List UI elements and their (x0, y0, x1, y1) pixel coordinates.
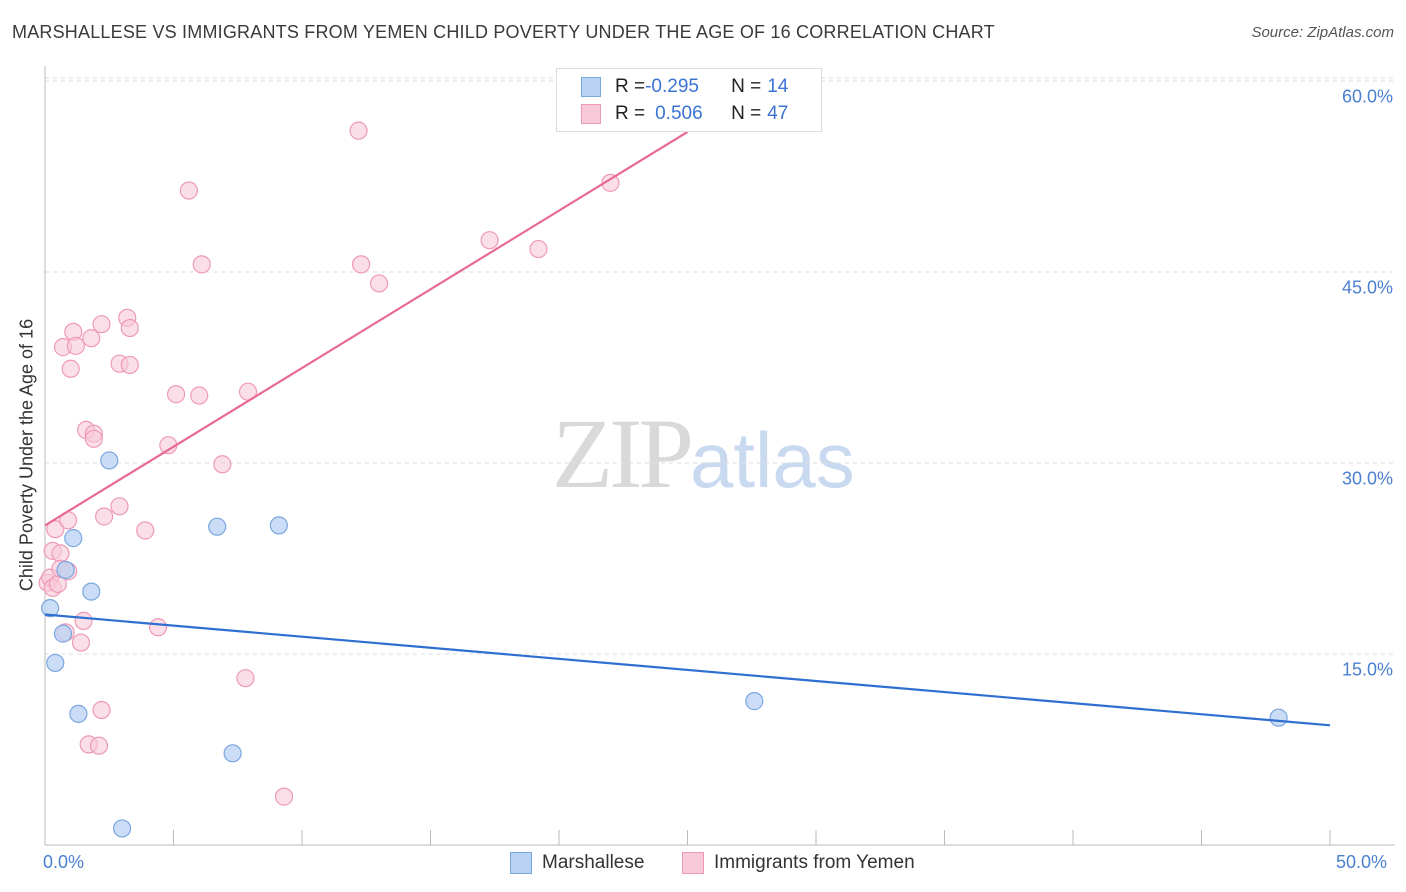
yemen-point (92, 315, 111, 334)
yemen-point (148, 618, 168, 637)
legend-swatch-blue (510, 852, 532, 874)
legend-row-yemen: R = 0.506 N = 47 (581, 102, 788, 126)
y-tick-label: 60.0% (1341, 86, 1393, 107)
yemen-point (89, 736, 109, 755)
legend-n-label: N = (731, 103, 762, 124)
marshallese-point (46, 653, 65, 673)
legend-n-value: 47 (767, 103, 789, 124)
marshallese-point (745, 692, 764, 711)
yemen-point (349, 121, 368, 140)
marshallese-point (64, 529, 83, 548)
yemen-trend-line (44, 130, 689, 527)
watermark-zip: ZIP (552, 398, 694, 509)
yemen-point (51, 544, 70, 563)
legend-n-value: 14 (767, 76, 789, 97)
yemen-point (120, 318, 139, 338)
gridlines (45, 77, 1395, 655)
x-tick-label: 0.0% (43, 852, 85, 872)
legend-r-value: 0.506 (655, 103, 703, 124)
y-axis-label: Child Poverty Under the Age of 16 (16, 318, 37, 592)
marshallese-point (82, 582, 101, 601)
yemen-point (480, 231, 499, 250)
marshallese-trend-line (44, 613, 1331, 727)
yemen-point (179, 181, 199, 200)
marshallese-point (41, 599, 60, 618)
legend-label: Marshallese (542, 852, 645, 873)
legend-item-yemen: Immigrants from Yemen (682, 852, 915, 874)
yemen-point (166, 385, 186, 404)
marshallese-point (100, 451, 119, 470)
marshallese-point (69, 704, 88, 723)
legend-label: Immigrants from Yemen (714, 852, 915, 873)
legend-swatch-blue (581, 77, 601, 97)
chart-title: MARSHALLESE VS IMMIGRANTS FROM YEMEN CHI… (12, 22, 995, 42)
marshallese-point (56, 560, 75, 580)
yemen-point (236, 669, 255, 688)
series-marshallese-points (41, 451, 1288, 838)
marshallese-point (1269, 708, 1288, 727)
legend-swatch-pink (682, 852, 704, 874)
yemen-point (190, 386, 209, 405)
trend-lines (44, 130, 1331, 727)
marshallese-point (53, 624, 73, 643)
source-label: Source: ZipAtlas.com (1251, 24, 1394, 41)
y-tick-label: 30.0% (1341, 468, 1393, 489)
stats-legend: R = -0.295 N = 14 R = 0.506 N = 47 (556, 68, 822, 132)
yemen-point (110, 497, 129, 516)
yemen-point (274, 787, 294, 806)
legend-item-marshallese: Marshallese (510, 852, 644, 874)
watermark: ZIPatlas (552, 396, 855, 511)
yemen-point (66, 336, 85, 355)
yemen-point (61, 359, 80, 378)
series-yemen-points (38, 121, 620, 806)
marshallese-point (223, 744, 242, 763)
marshallese-point (208, 517, 227, 536)
yemen-point (92, 700, 111, 720)
yemen-point (601, 173, 620, 192)
legend-r-value: -0.295 (645, 76, 699, 97)
legend-r-label: R = (615, 76, 646, 97)
yemen-point (529, 239, 548, 259)
y-tick-label: 45.0% (1341, 277, 1393, 298)
yemen-point (71, 633, 91, 652)
yemen-point (46, 520, 65, 539)
axes (44, 66, 1395, 846)
y-tick-label: 15.0% (1341, 659, 1393, 680)
x-tick-label: 50.0% (1336, 852, 1388, 872)
legend-row-marshallese: R = -0.295 N = 14 (581, 75, 788, 99)
yemen-point (136, 521, 155, 540)
marshallese-point (269, 516, 288, 535)
yemen-point (84, 429, 103, 448)
watermark-atlas: atlas (690, 416, 855, 504)
marshallese-point (112, 819, 132, 838)
yemen-point (192, 255, 211, 274)
yemen-point (82, 329, 101, 348)
yemen-point (74, 611, 93, 630)
yemen-point (120, 355, 139, 375)
legend-swatch-pink (581, 104, 601, 124)
legend-r-label: R = (615, 103, 646, 124)
legend-n-label: N = (731, 76, 762, 97)
yemen-point (95, 507, 114, 526)
yemen-point (213, 455, 232, 474)
yemen-point (370, 274, 389, 293)
yemen-point (352, 255, 371, 274)
